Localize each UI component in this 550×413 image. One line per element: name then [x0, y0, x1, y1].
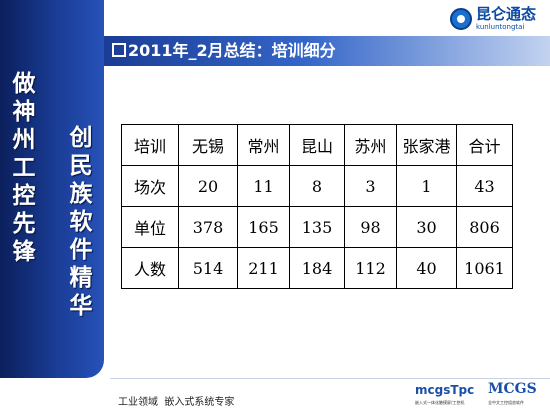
table-header-cell: 昆山 — [289, 124, 345, 166]
brand-mcgs-subtitle: 全中文工控组态软件 — [488, 400, 524, 405]
table-cell: 1061 — [456, 247, 513, 289]
table-row-label: 单位 — [121, 206, 179, 248]
table-cell: 3 — [344, 165, 397, 207]
table-header-cell: 苏州 — [344, 124, 397, 166]
table-cell: 806 — [456, 206, 513, 248]
table-header-row: 培训 无锡 常州 昆山 苏州 张家港 合计 — [121, 124, 513, 166]
table-cell: 8 — [289, 165, 345, 207]
brand-mcgstpc-subtitle: 嵌入式一体化触摸屏/工控机 — [415, 400, 465, 405]
logo-cn-text: 昆仑通态 — [475, 5, 536, 23]
table-cell: 20 — [178, 165, 238, 207]
training-table: 培训 无锡 常州 昆山 苏州 张家港 合计 场次 20 11 8 3 1 43 单位 378 165 135 98 3… — [121, 124, 513, 289]
footer-tagline: 工业领域 嵌入式系统专家 — [118, 397, 235, 408]
table-header-cell: 常州 — [237, 124, 290, 166]
table-cell: 184 — [289, 247, 345, 289]
table-header-cell: 培训 — [121, 124, 179, 166]
sidebar-panel: 做神州工控先锋 创民族软件精华 — [0, 0, 104, 378]
title-band — [104, 36, 550, 66]
table-cell: 30 — [396, 206, 457, 248]
logo-en-text: kunluntongtai — [475, 23, 525, 31]
table-row-label: 人数 — [121, 247, 179, 289]
table-row-label: 场次 — [121, 165, 179, 207]
slide-title: 2011年_2月总结：培训细分 — [112, 39, 336, 63]
table-header-cell: 合计 — [456, 124, 513, 166]
logo-icon — [449, 8, 472, 30]
table-header-cell: 无锡 — [178, 124, 238, 166]
table-cell: 378 — [178, 206, 238, 248]
table-cell: 514 — [178, 247, 238, 289]
table-cell: 211 — [237, 247, 290, 289]
table-row: 场次 20 11 8 3 1 43 — [121, 165, 513, 207]
table-cell: 1 — [396, 165, 457, 207]
slide-title-text: 2011年_2月总结：培训细分 — [128, 41, 336, 60]
company-logo: 昆仑通态 kunluntongtai — [449, 5, 536, 32]
brand-mcgs: MCGS — [488, 381, 537, 397]
table-row: 单位 378 165 135 98 30 806 — [121, 206, 513, 248]
brand-mcgstpc: mcgsTpc — [415, 383, 475, 397]
sidebar-slogan-1: 做神州工控先锋 — [12, 70, 36, 265]
table-row: 人数 514 211 184 112 40 1061 — [121, 247, 513, 289]
table-cell: 40 — [396, 247, 457, 289]
bullet-square-icon — [112, 43, 126, 57]
table-cell: 43 — [456, 165, 513, 207]
table-cell: 135 — [289, 206, 345, 248]
table-header-cell: 张家港 — [396, 124, 457, 166]
table-cell: 98 — [344, 206, 397, 248]
footer-divider — [110, 378, 550, 379]
table-cell: 165 — [237, 206, 290, 248]
table-cell: 11 — [237, 165, 290, 207]
table-cell: 112 — [344, 247, 397, 289]
sidebar-slogan-2: 创民族软件精华 — [69, 124, 93, 319]
